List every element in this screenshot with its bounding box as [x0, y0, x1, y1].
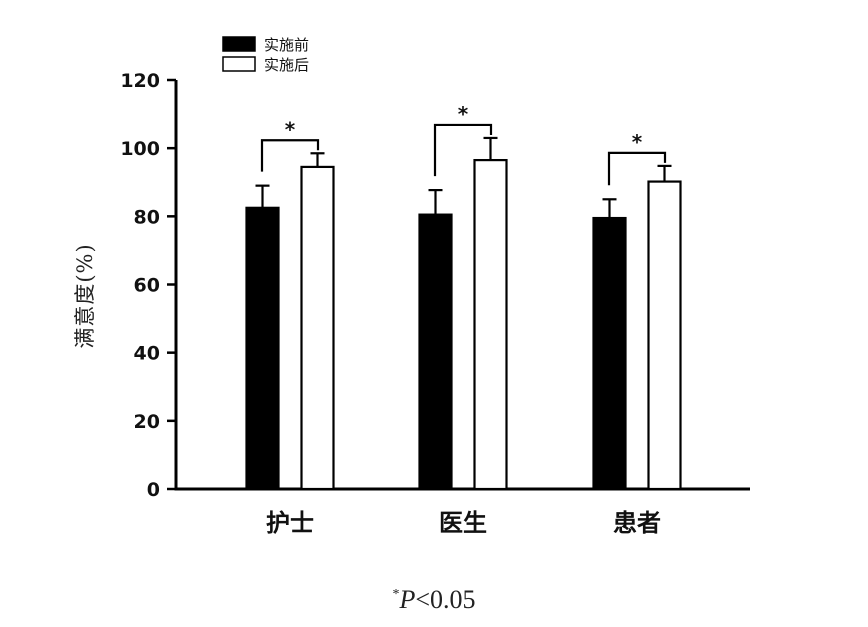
y-tick-label: 100	[120, 138, 160, 160]
significance-bracket	[433, 123, 493, 177]
legend-swatch	[222, 36, 256, 52]
significance-footnote: *P<0.05	[0, 585, 868, 615]
footnote-threshold: <0.05	[415, 585, 476, 614]
significance-star: *	[285, 117, 296, 141]
x-category-label: 医生	[439, 509, 487, 537]
y-tick-label: 60	[134, 275, 160, 297]
x-category-label: 患者	[613, 509, 661, 537]
bar	[592, 216, 627, 491]
y-axis-label: 满意度(%)	[73, 243, 97, 348]
y-tick-label: 40	[134, 343, 160, 365]
legend-swatch	[222, 56, 256, 72]
bar	[473, 158, 508, 491]
y-tick-label: 0	[147, 479, 160, 501]
chart-bars: * 护士 * 医生 * 患者	[245, 102, 682, 537]
x-category-label: 护士	[266, 509, 314, 537]
bar	[245, 206, 280, 491]
significance-bracket	[260, 139, 320, 172]
footnote-p: P	[399, 585, 416, 614]
significance-star: *	[458, 102, 469, 126]
legend-label: 实施前	[264, 36, 309, 54]
significance-bracket	[607, 151, 667, 186]
legend-label: 实施后	[264, 56, 309, 74]
y-tick-label: 20	[134, 411, 160, 433]
footnote-marker: *	[392, 587, 400, 602]
y-tick-label: 120	[120, 70, 160, 92]
bar	[647, 180, 682, 491]
y-tick-label: 80	[134, 206, 160, 228]
bar	[418, 213, 453, 491]
bar	[300, 165, 335, 491]
significance-star: *	[632, 130, 643, 154]
